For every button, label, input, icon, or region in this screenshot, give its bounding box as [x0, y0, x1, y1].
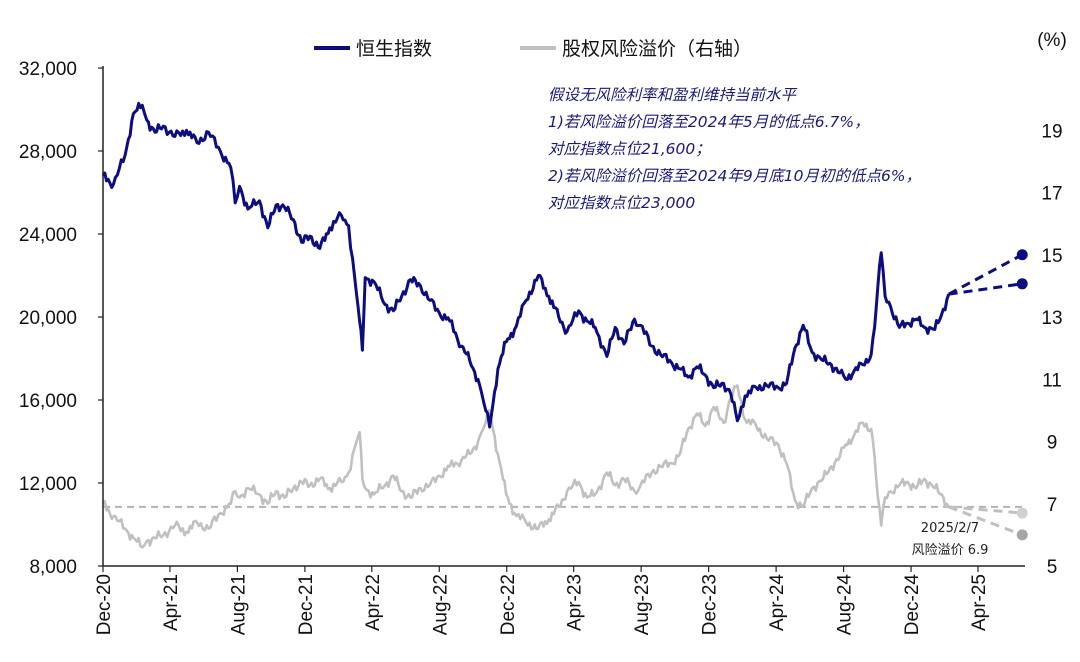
point-note-value: 风险溢价 6.9 — [912, 543, 989, 558]
projection-point-erp-2 — [1016, 507, 1028, 519]
x-tick-label: Aug-23 — [632, 574, 653, 635]
projection-point-hsi-1 — [1016, 249, 1028, 261]
annotation-line-1: 假设无风险利率和盈利维持当前水平 — [548, 86, 798, 104]
x-tick-label: Aug-22 — [430, 574, 451, 635]
left-tick-label: 24,000 — [19, 225, 77, 246]
x-tick-label: Apr-23 — [565, 574, 586, 631]
left-tick-label: 16,000 — [19, 391, 77, 412]
x-tick-label: Apr-21 — [161, 574, 182, 631]
x-tick-label: Dec-24 — [902, 574, 923, 636]
x-tick-label: Aug-21 — [228, 574, 249, 635]
annotation-block: 假设无风险利率和盈利维持当前水平 1)若风险溢价回落至2024年5月的低点6.7… — [548, 86, 921, 212]
right-tick-label: 11 — [1042, 370, 1062, 391]
left-tick-label: 12,000 — [19, 474, 77, 495]
annotation-line-4: 2)若风险溢价回落至2024年9月底10月初的低点6%， — [548, 167, 921, 185]
left-tick-label: 28,000 — [19, 142, 77, 163]
x-tick-label: Apr-24 — [767, 574, 788, 631]
series-line-erp — [101, 384, 950, 549]
annotation-line-3: 对应指数点位21,600； — [548, 140, 711, 158]
legend-label-erp: 股权风险溢价（右轴） — [562, 38, 752, 60]
right-tick-label: 19 — [1041, 121, 1062, 142]
projection-line-hsi-2 — [948, 282, 1023, 296]
series-line-hsi — [101, 101, 951, 429]
right-tick-label: 9 — [1047, 433, 1058, 454]
left-axis-ticks: 8,000 12,000 16,000 20,000 24,000 28,000 32,00… — [19, 59, 103, 578]
left-tick-label: 32,000 — [19, 59, 77, 80]
projection-layer — [947, 249, 1028, 541]
point-note: 2025/2/7 风险溢价 6.9 — [912, 521, 989, 558]
x-axis-ticks: Dec-20 Apr-21 Aug-21 Dec-21 Apr-22 Aug-22 Dec-… — [94, 566, 990, 635]
projection-point-erp-1 — [1016, 529, 1028, 541]
legend-label-hsi: 恒生指数 — [356, 38, 432, 60]
x-tick-label: Dec-21 — [296, 574, 317, 635]
right-tick-label: 7 — [1047, 495, 1058, 516]
right-tick-label: 15 — [1041, 246, 1062, 267]
right-tick-label: 13 — [1041, 308, 1062, 329]
x-tick-label: Dec-22 — [498, 574, 519, 635]
projection-line-erp-1 — [948, 505, 1023, 537]
projection-point-hsi-2 — [1016, 278, 1028, 290]
right-axis-ticks: 5 7 9 11 13 15 17 19 — [1041, 121, 1062, 578]
x-tick-label: Aug-24 — [835, 574, 856, 636]
x-tick-label: Apr-25 — [969, 574, 990, 631]
right-tick-label: 5 — [1047, 557, 1058, 578]
projection-line-erp-2 — [948, 505, 1023, 515]
annotation-line-2: 1)若风险溢价回落至2024年5月的低点6.7%， — [548, 113, 870, 131]
x-tick-label: Dec-20 — [94, 574, 115, 635]
x-tick-label: Apr-22 — [363, 574, 384, 631]
legend: 恒生指数 股权风险溢价（右轴） — [314, 38, 752, 60]
left-tick-label: 20,000 — [19, 308, 77, 329]
right-axis-unit: (%) — [1037, 30, 1067, 51]
x-tick-label: Dec-23 — [700, 574, 721, 635]
annotation-line-5: 对应指数点位23,000 — [548, 194, 695, 212]
point-note-date: 2025/2/7 — [921, 521, 979, 536]
series-layer — [101, 101, 951, 549]
left-tick-label: 8,000 — [29, 557, 77, 578]
right-tick-label: 17 — [1041, 184, 1062, 205]
